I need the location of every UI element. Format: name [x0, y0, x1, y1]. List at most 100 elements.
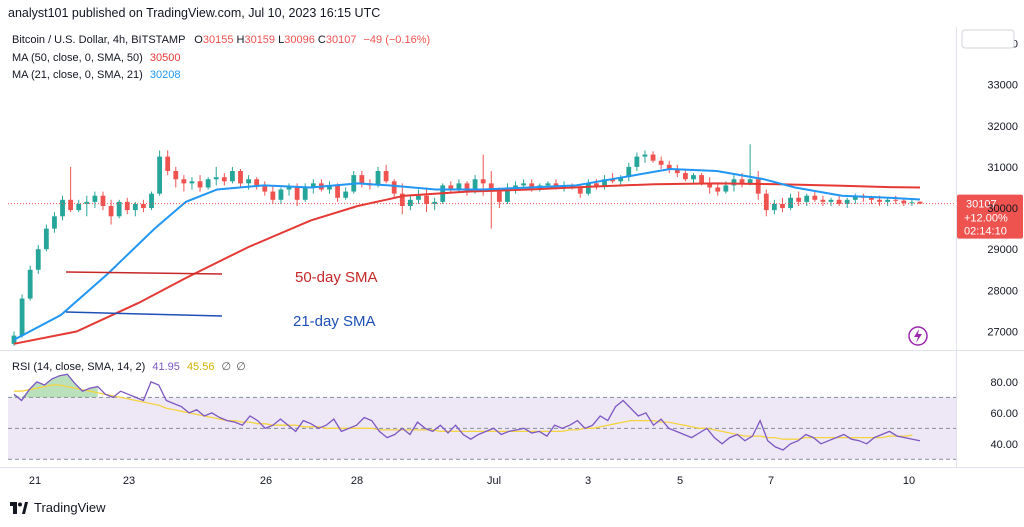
candle-body	[391, 181, 397, 194]
rsi-sma-value: 45.56	[186, 361, 215, 373]
rsi-panel[interactable]	[8, 373, 956, 460]
candle-body	[917, 201, 923, 204]
candle-body	[52, 216, 57, 229]
candle-body	[141, 203, 146, 209]
candle-body	[262, 185, 268, 192]
candle-body	[796, 197, 802, 202]
candle-body	[715, 187, 721, 192]
candle-body	[124, 201, 130, 211]
candle-body	[157, 156, 163, 194]
price-tick-label: 30000	[987, 203, 1018, 215]
time-tick-label: 3	[585, 475, 591, 487]
sma50-annotation-label: 50-day SMA	[295, 269, 378, 286]
publisher-header: analyst101 published on TradingView.com,…	[8, 6, 381, 20]
candle-body	[302, 187, 308, 200]
candle-body	[836, 199, 842, 204]
candle-body	[432, 201, 438, 204]
price-panel[interactable]: 30107 +12.00%02:14:10	[8, 144, 1023, 346]
time-tick-label: Jul	[487, 475, 501, 487]
axes: 2700028000290003000031000320003300034000…	[0, 27, 1024, 487]
rsi-value: 41.95	[152, 361, 180, 373]
ohlc-close: 30107	[325, 34, 357, 46]
time-tick-label: 21	[29, 475, 41, 487]
time-tick-label: 10	[903, 475, 915, 487]
candle-body	[472, 179, 478, 192]
rsi-label: RSI (14, close, SMA, 14, 2)	[12, 361, 146, 373]
candle-body	[165, 156, 171, 172]
candle-body	[11, 335, 17, 344]
candle-body	[375, 171, 381, 186]
candle-body	[513, 185, 518, 188]
candle-body	[19, 298, 25, 336]
candle-body	[771, 203, 777, 211]
candle-body	[43, 228, 49, 250]
candle-body	[221, 177, 227, 182]
candle-body	[68, 199, 74, 211]
candle-body	[213, 177, 219, 180]
candle-body	[505, 187, 510, 202]
candle-body	[634, 156, 640, 167]
rsi-tick-label: 60.00	[990, 408, 1018, 420]
candle-body	[35, 249, 41, 270]
candle-body	[116, 201, 122, 217]
candle-body	[496, 191, 502, 202]
time-tick-label: 26	[260, 475, 272, 487]
candle-body	[877, 199, 882, 202]
price-tick-label: 29000	[987, 244, 1018, 256]
sma21-annotation-line	[65, 311, 223, 317]
candle-body	[383, 171, 389, 182]
lightning-bolt-glyph	[914, 329, 922, 343]
candle-body	[577, 187, 583, 194]
candle-body	[238, 171, 243, 184]
candle-body	[359, 175, 365, 184]
candle-body	[747, 179, 753, 184]
candle-body	[901, 200, 907, 204]
candle-body	[205, 179, 211, 188]
candle-body	[488, 183, 494, 192]
time-tick-label: 7	[768, 475, 774, 487]
time-tick-label: 28	[351, 475, 363, 487]
candle-body	[100, 195, 106, 206]
candle-body	[399, 193, 405, 206]
candle-body	[310, 183, 316, 188]
tradingview-logo-icon	[10, 501, 28, 514]
candle-body	[270, 191, 276, 200]
sma50-annotation-line	[65, 271, 223, 275]
candle-body	[327, 185, 332, 190]
candle-body	[885, 199, 891, 202]
candle-body	[739, 179, 745, 184]
rsi-tick-label: 80.00	[990, 377, 1018, 389]
brand-footer[interactable]: TradingView	[10, 500, 106, 515]
candle-body	[521, 183, 527, 186]
candle-body	[464, 183, 470, 192]
annotations: 50-day SMA 21-day SMA	[65, 269, 928, 346]
ohlc-high-label: H	[236, 34, 245, 46]
brand-name: TradingView	[34, 500, 106, 515]
ma21-value: 30208	[149, 69, 181, 81]
rsi-sma-line	[14, 384, 913, 440]
candle-body	[480, 179, 486, 184]
candle-body	[642, 154, 648, 157]
time-tick-label: 5	[677, 475, 683, 487]
candle-body	[545, 183, 551, 186]
rsi-legend: RSI (14, close, SMA, 14, 2) 41.95 45.56 …	[12, 360, 246, 373]
candle-body	[416, 195, 421, 200]
rsi-extra-1: ∅	[221, 361, 232, 373]
price-tick-label: 31000	[987, 162, 1018, 174]
chart-area[interactable]: 30107 +12.00%02:14:10 27000 28000 29000 3000…	[0, 27, 1024, 497]
candle-body	[108, 205, 114, 217]
candle-body	[254, 179, 260, 186]
lightning-icon	[908, 326, 928, 346]
candle-body	[343, 191, 349, 198]
ma50-value: 30500	[149, 52, 181, 64]
candle-body	[699, 175, 704, 184]
candle-body	[76, 203, 82, 211]
candle-body	[149, 193, 154, 209]
candle-body	[189, 181, 195, 184]
rsi-line	[13, 373, 921, 451]
candle-body	[869, 197, 874, 200]
candle-body	[812, 195, 818, 200]
ohlc-high: 30159	[244, 34, 276, 46]
candle-body	[60, 199, 65, 217]
candle-body	[335, 185, 340, 198]
